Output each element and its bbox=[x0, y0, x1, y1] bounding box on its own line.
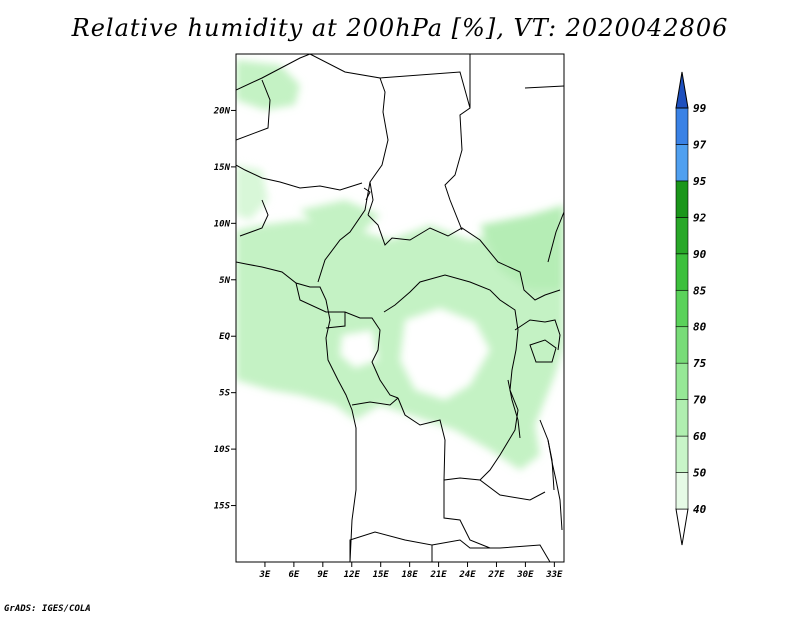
lon-tick-label: 27E bbox=[487, 570, 505, 580]
lake-tanganyika bbox=[507, 379, 521, 439]
lon-tick-label: 15E bbox=[373, 570, 390, 580]
colorbar-level-label: 97 bbox=[693, 138, 707, 151]
lake-malawi bbox=[547, 439, 555, 491]
longitude-axis: 3E 6E 9E 12E 15E 18E 21E 24E 27E 30E 33E bbox=[259, 562, 563, 580]
border-line-9 bbox=[317, 181, 371, 283]
border-line-11 bbox=[325, 312, 346, 329]
lat-tick-label: 5S bbox=[219, 389, 230, 399]
border-line-14 bbox=[351, 397, 399, 406]
colorbar-level-label: 60 bbox=[693, 430, 707, 443]
lat-tick-label: 10N bbox=[214, 219, 231, 229]
lat-tick-label: 15S bbox=[214, 502, 231, 512]
border-line-19 bbox=[539, 419, 563, 531]
colorbar-box bbox=[675, 289, 689, 328]
lat-tick-label: 10S bbox=[214, 445, 231, 455]
colorbar-level-label: 99 bbox=[693, 102, 707, 115]
grads-credit: GrADS: IGES/COLA bbox=[4, 604, 91, 614]
border-line-10 bbox=[295, 282, 399, 399]
lat-tick-label: 20N bbox=[213, 106, 231, 116]
colorbar-level-label: 85 bbox=[693, 284, 707, 297]
colorbar-box bbox=[675, 472, 689, 510]
humidity-region-east bbox=[480, 205, 564, 290]
lon-tick-label: 30E bbox=[516, 570, 534, 580]
colorbar-upper-triangle bbox=[675, 71, 689, 109]
colorbar-box bbox=[675, 326, 689, 364]
colorbar-box bbox=[675, 399, 689, 437]
latitude-axis: 20N 15N 10N 5N EQ 5S 10S 15S bbox=[213, 106, 236, 512]
colorbar-level-label: 90 bbox=[693, 248, 707, 261]
dry-area-congo bbox=[400, 308, 490, 400]
colorbar: 40 50 60 70 75 80 85 90 92 95 97 99 bbox=[675, 71, 707, 546]
border-line-4 bbox=[236, 164, 363, 191]
humidity-region-main bbox=[236, 205, 564, 470]
lake-victoria bbox=[529, 339, 557, 363]
humidity-dry-areas bbox=[340, 308, 490, 400]
border-line-8 bbox=[524, 85, 564, 89]
colorbar-lower-triangle bbox=[675, 508, 689, 546]
lat-tick-label: 5N bbox=[219, 276, 230, 286]
border-line-21 bbox=[547, 211, 564, 263]
lon-tick-label: 9E bbox=[317, 570, 328, 580]
map-frame bbox=[235, 53, 565, 563]
lon-tick-label: 3E bbox=[259, 570, 271, 580]
colorbar-level-label: 92 bbox=[693, 211, 707, 224]
humidity-fill bbox=[236, 60, 564, 470]
colorbar-level-label: 50 bbox=[693, 467, 707, 480]
humidity-region-north bbox=[236, 60, 300, 110]
border-line-6 bbox=[379, 71, 471, 231]
colorbar-level-label: 40 bbox=[693, 503, 707, 516]
lon-tick-label: 33E bbox=[545, 570, 563, 580]
lat-tick-label: 15N bbox=[214, 163, 231, 173]
colorbar-box bbox=[675, 144, 689, 182]
border-line-12 bbox=[383, 274, 519, 481]
border-line-2 bbox=[236, 79, 271, 141]
lon-tick-label: 6E bbox=[288, 570, 299, 580]
border-line-16 bbox=[349, 531, 433, 562]
colorbar-box bbox=[675, 253, 689, 291]
lon-tick-label: 21E bbox=[429, 570, 447, 580]
colorbar-box bbox=[675, 435, 689, 473]
humidity-region-sahel bbox=[300, 200, 380, 235]
border-line-15 bbox=[443, 480, 491, 549]
lon-tick-label: 24E bbox=[458, 570, 476, 580]
colorbar-box bbox=[675, 217, 689, 255]
colorbar-level-label: 70 bbox=[693, 394, 707, 407]
colorbar-box bbox=[675, 362, 689, 400]
dry-area-gabon bbox=[340, 330, 378, 368]
lake-chad bbox=[363, 187, 371, 201]
border-line-3 bbox=[309, 54, 389, 216]
humidity-region-northwest bbox=[236, 165, 268, 220]
border-line-5 bbox=[367, 214, 561, 301]
colorbar-box bbox=[675, 180, 689, 218]
border-line-1 bbox=[236, 54, 311, 91]
border-line-20 bbox=[239, 199, 269, 237]
lat-tick-label: EQ bbox=[219, 332, 230, 342]
country-borders bbox=[236, 54, 564, 562]
lon-tick-label: 12E bbox=[344, 570, 361, 580]
colorbar-level-label: 95 bbox=[693, 175, 707, 188]
border-line-18 bbox=[514, 319, 561, 351]
colorbar-level-label: 80 bbox=[693, 321, 707, 334]
lon-tick-label: 18E bbox=[402, 570, 419, 580]
colorbar-level-label: 75 bbox=[693, 357, 707, 370]
border-line-17 bbox=[431, 539, 551, 562]
colorbar-box bbox=[675, 107, 689, 145]
coastline-west-africa bbox=[236, 261, 357, 562]
map-title: Relative humidity at 200hPa [%], VT: 202… bbox=[71, 14, 729, 42]
